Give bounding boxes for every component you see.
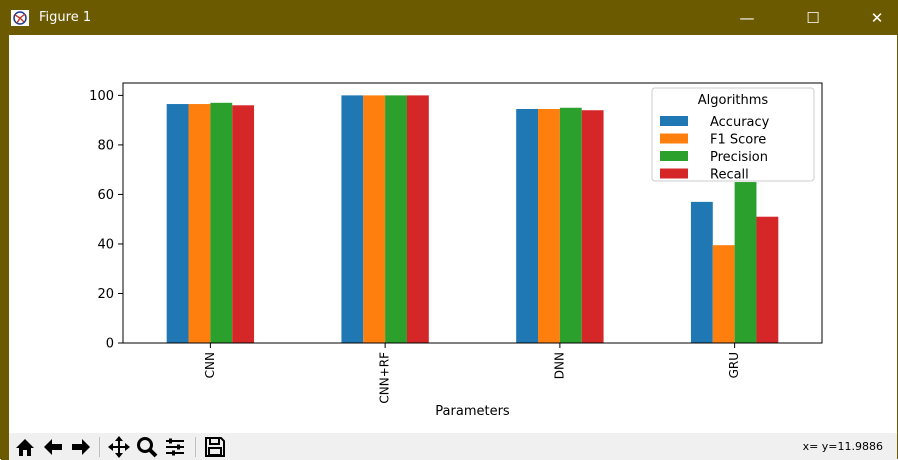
x-tick-label: DNN <box>552 352 566 379</box>
bar-gru-precision <box>734 182 757 343</box>
matplotlib-figure-icon <box>11 10 29 26</box>
bar-cnn-recall <box>232 105 255 344</box>
bar-chart: CNN CNN+RF DNN GRU 0 20 40 60 80 100 Parameters Alg… <box>89 82 823 419</box>
bar-cnn-rf-f1-score <box>363 95 386 343</box>
bar-dnn-f1-score <box>538 109 560 343</box>
x-tick-label: GRU <box>727 352 741 378</box>
cursor-coordinates: x= y=11.9886 <box>802 440 883 453</box>
minimize-button[interactable]: — <box>739 9 755 27</box>
title-bar: Figure 1 — ☐ ✕ <box>1 1 897 35</box>
forward-arrow-icon[interactable] <box>69 435 93 459</box>
navigation-toolbar: x= y=11.9886 <box>9 433 897 460</box>
legend-box <box>651 87 815 182</box>
bar-cnn-precision <box>210 102 233 343</box>
bar-cnn-rf-precision <box>385 95 407 343</box>
legend-swatch <box>660 133 688 144</box>
pan-icon[interactable] <box>107 435 131 459</box>
y-tick-label: 20 <box>97 287 114 302</box>
legend-entry: Recall <box>710 168 749 183</box>
y-tick-label: 40 <box>97 237 114 252</box>
legend-entry: Accuracy <box>710 115 770 130</box>
configure-subplots-icon[interactable] <box>163 435 187 459</box>
bar-gru-accuracy <box>690 201 713 343</box>
bar-gru-f1-score <box>712 245 735 343</box>
zoom-icon[interactable] <box>135 435 159 459</box>
y-tick-label: 80 <box>97 138 114 153</box>
legend-title: Algorithms <box>698 93 769 108</box>
window-border <box>1 35 9 460</box>
axes-frame <box>122 82 823 344</box>
bar-dnn-accuracy <box>516 109 539 343</box>
x-tick-label: CNN+RF <box>378 352 392 404</box>
y-tick-label: 60 <box>97 188 114 203</box>
save-icon[interactable] <box>203 435 227 459</box>
bar-dnn-precision <box>559 107 582 343</box>
legend-swatch <box>660 151 688 161</box>
y-tick-label: 100 <box>89 89 114 104</box>
home-icon[interactable] <box>13 435 37 459</box>
toolbar-separator <box>99 437 100 457</box>
window-title: Figure 1 <box>39 10 92 25</box>
legend-swatch <box>660 168 688 179</box>
x-axis-label: Parameters <box>435 404 510 419</box>
legend-swatch <box>660 116 688 126</box>
bar-dnn-recall <box>581 110 604 343</box>
bar-cnn-rf-accuracy <box>341 95 364 343</box>
toolbar-separator <box>195 437 196 457</box>
legend-entry: F1 Score <box>710 133 766 148</box>
y-tick-label: 0 <box>106 337 114 352</box>
x-tick-label: CNN <box>203 352 217 378</box>
close-button[interactable]: ✕ <box>870 9 884 27</box>
maximize-button[interactable]: ☐ <box>806 9 820 27</box>
bar-cnn-rf-recall <box>406 95 429 343</box>
legend-entry: Precision <box>710 150 768 165</box>
bar-gru-recall <box>756 216 779 343</box>
bar-cnn-accuracy <box>166 104 189 343</box>
back-arrow-icon[interactable] <box>41 435 65 459</box>
bar-cnn-f1-score <box>188 104 211 343</box>
